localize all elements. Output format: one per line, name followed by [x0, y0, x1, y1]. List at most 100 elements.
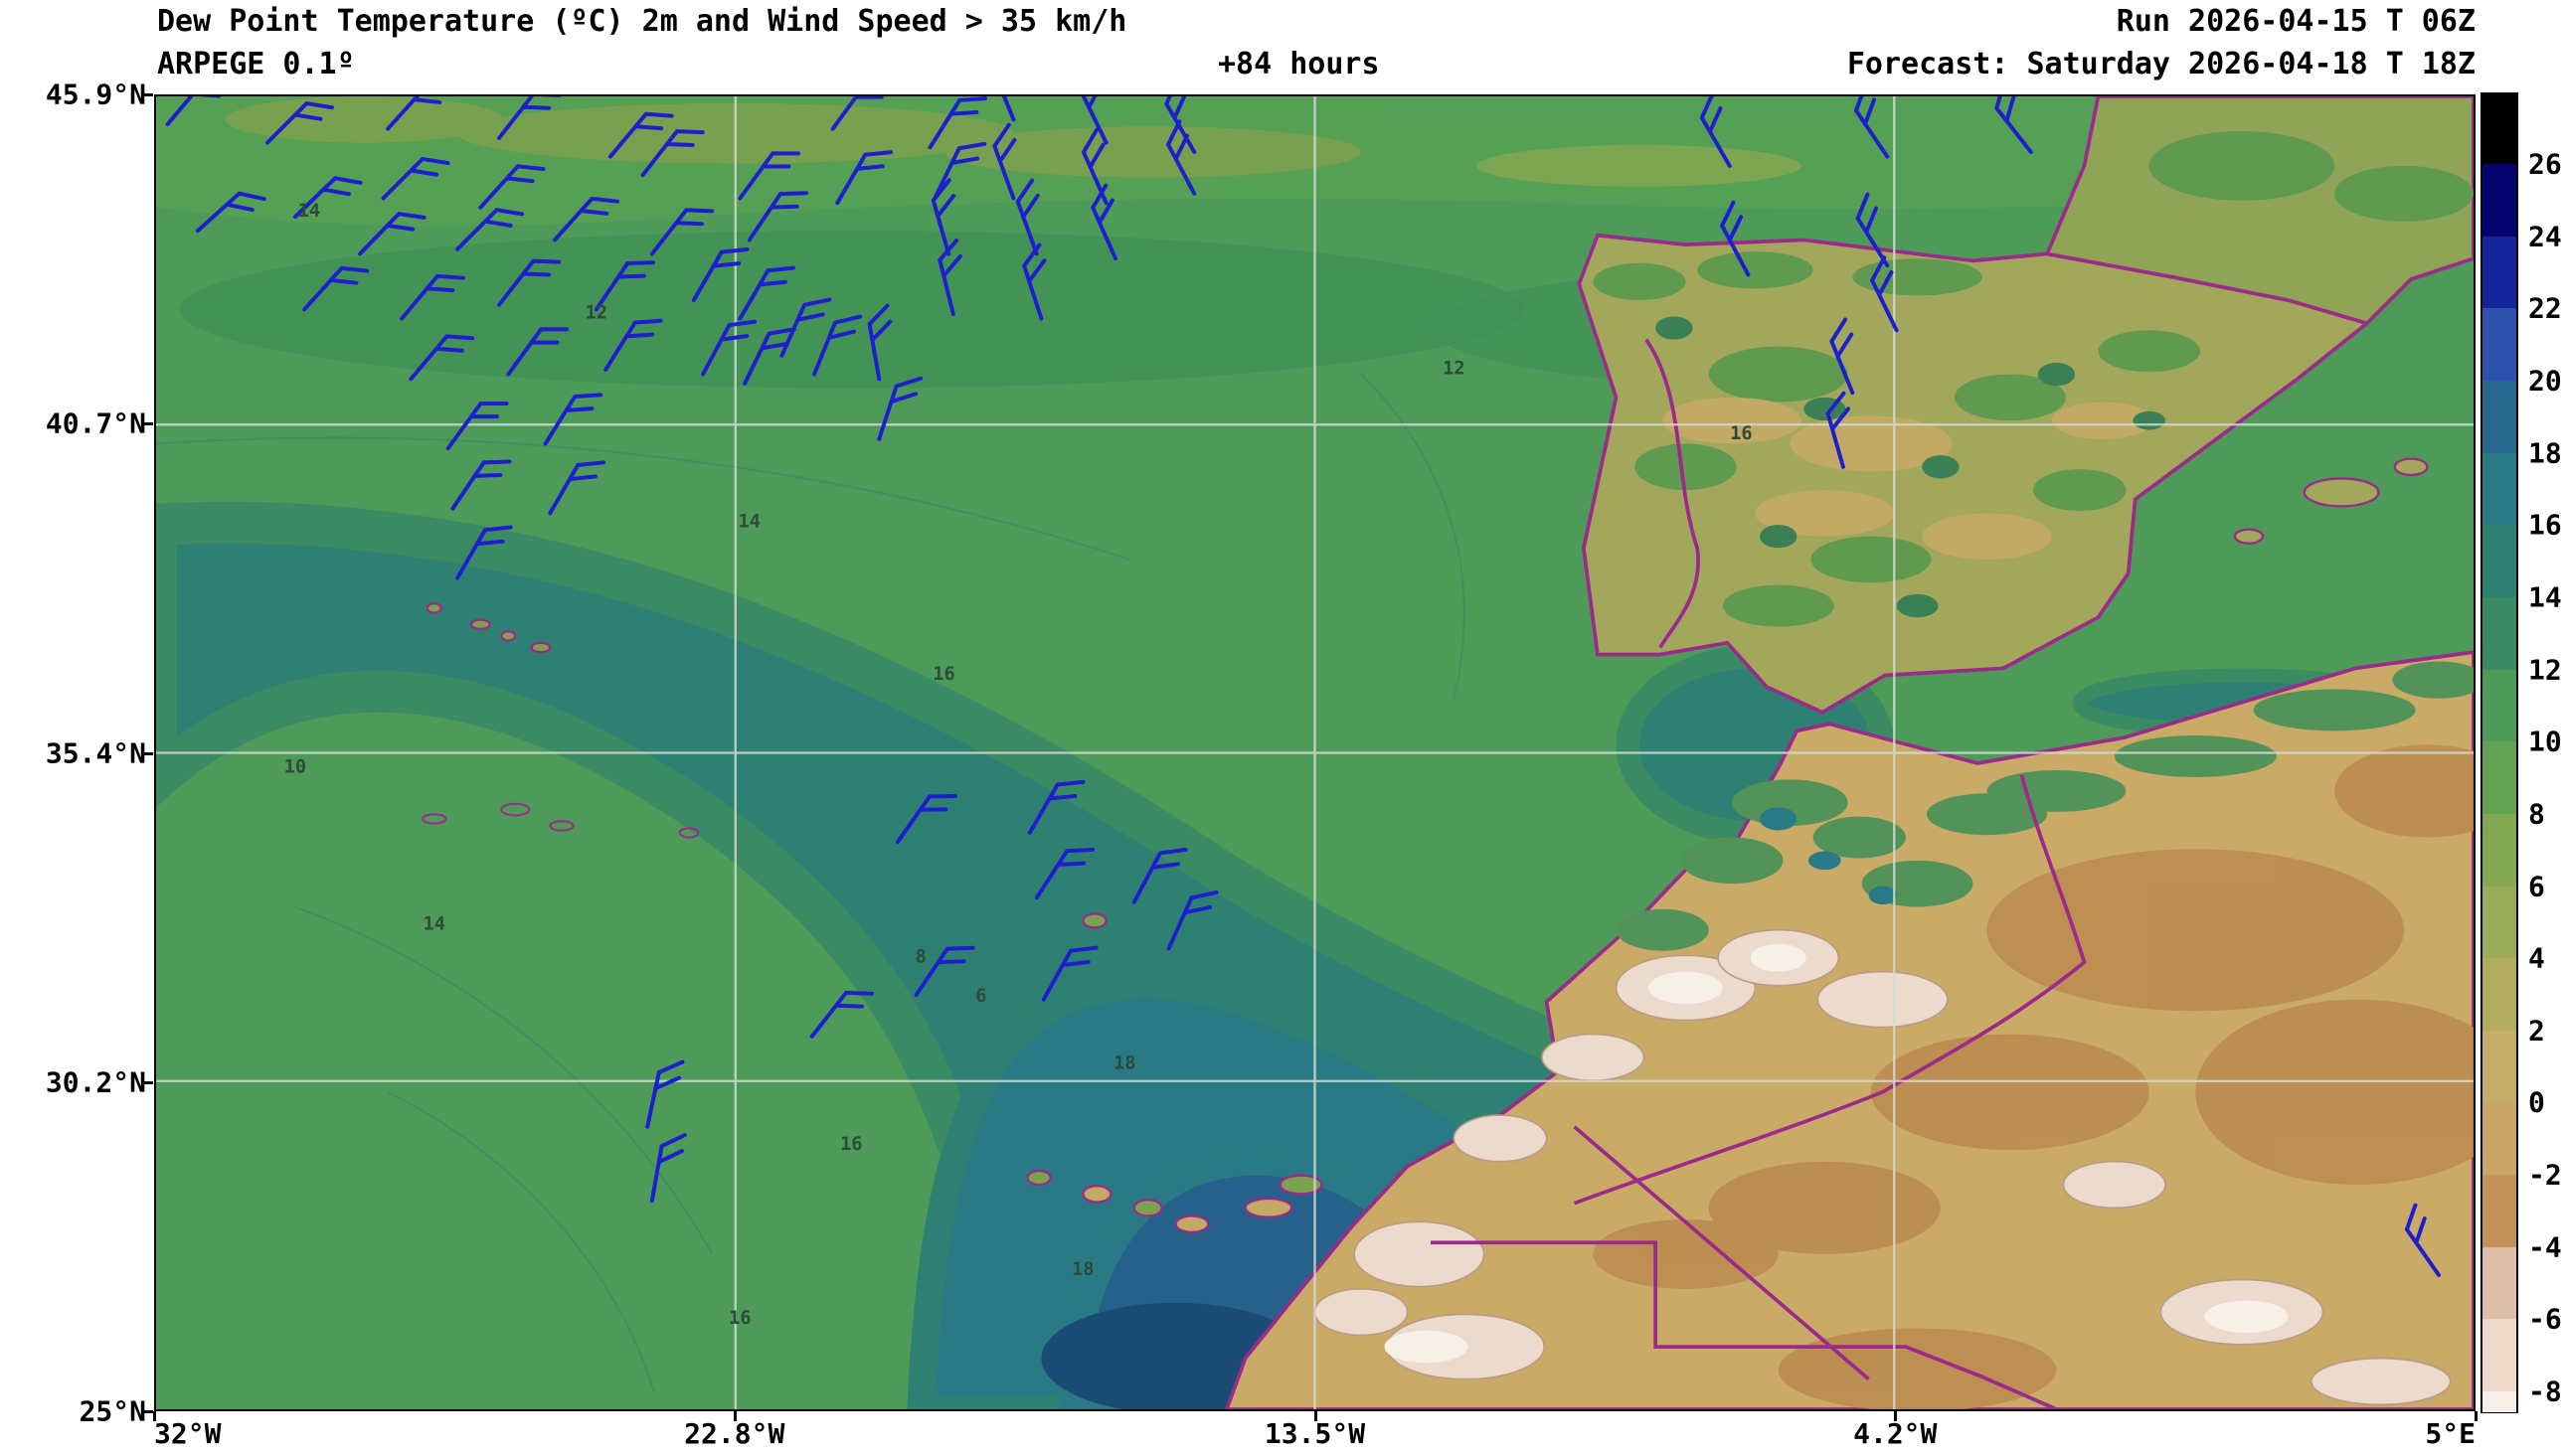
azores-islands [426, 602, 552, 654]
colorbar-segment [2482, 1246, 2516, 1320]
contour-labels-layer: 14 12 14 16 16 10 14 8 6 18 16 18 16 12 [284, 201, 1753, 1329]
wind-barb [933, 141, 987, 201]
colorbar-frame [2481, 92, 2518, 1413]
sahara-brown-patches [1593, 744, 2474, 1409]
contour-label: 18 [1072, 1259, 1094, 1280]
colorbar-label: 22 [2528, 291, 2562, 325]
wind-barb [1027, 779, 1086, 835]
colorbar-label: -2 [2528, 1158, 2562, 1192]
colorbar-segment [2482, 164, 2516, 238]
wind-barb [455, 208, 525, 251]
y-tick-mark [143, 93, 153, 96]
y-tick-mark [143, 1080, 153, 1084]
atlas-teal-dots [1760, 807, 1897, 905]
y-tick-mark [143, 751, 153, 755]
africa-landmass [1224, 650, 2474, 1409]
colorbar-segment [2482, 1319, 2516, 1392]
wind-barb [445, 401, 509, 451]
wind-barb [1829, 317, 1855, 396]
wind-barb [640, 129, 705, 178]
wind-barb [1131, 847, 1188, 904]
contour-label: 12 [1443, 359, 1464, 380]
wind-barb [990, 96, 1016, 122]
y-tick-label: 45.9°N [45, 78, 146, 111]
y-tick-mark [143, 422, 153, 426]
wind-barb [835, 150, 894, 206]
colorbar-label: -8 [2528, 1375, 2562, 1408]
colorbar-segment [2482, 958, 2516, 1032]
wind-barb [497, 258, 562, 307]
colorbar-label: 2 [2528, 1014, 2545, 1048]
wind-barb [450, 459, 512, 511]
wind-barb [809, 990, 874, 1039]
wind-barb [400, 273, 465, 321]
wind-barb [914, 945, 975, 997]
x-tick-label: 32°W [154, 1417, 222, 1450]
y-tick-label: 25°N [79, 1394, 146, 1428]
colorbar-label: -6 [2528, 1302, 2562, 1336]
x-tick-label: 13.5°W [1264, 1417, 1366, 1450]
wind-barb [381, 156, 450, 201]
wind-barb [543, 393, 603, 446]
wind-barb [1034, 847, 1096, 900]
wind-barb [2404, 1203, 2442, 1277]
contour-label: 16 [729, 1308, 751, 1329]
colorbar-segment [2482, 308, 2516, 382]
wind-barb [1720, 200, 1751, 277]
wind-barb [743, 327, 797, 386]
contour-label: 16 [840, 1134, 862, 1155]
wind-barb [645, 1059, 685, 1129]
colorbar-segment [2482, 452, 2516, 526]
colorbar-segment [2482, 525, 2516, 598]
wind-barb [1699, 96, 1732, 168]
wind-barb [478, 164, 546, 210]
x-tick-mark [733, 1411, 737, 1421]
colorbar-label: 26 [2528, 147, 2562, 181]
wind-barb [938, 239, 962, 316]
colorbar-segment [2482, 94, 2516, 165]
grid-lines [156, 96, 2474, 1409]
x-tick-label: 22.8°W [684, 1417, 785, 1450]
wind-barb [607, 111, 674, 159]
wind-barb [548, 460, 605, 516]
wind-barb [1080, 96, 1109, 145]
wind-barb [506, 327, 570, 377]
contour-label: 10 [284, 756, 306, 777]
contour-label: 16 [1730, 423, 1752, 444]
colorbar-label: 4 [2528, 941, 2545, 975]
x-tick-label: 4.2°W [1853, 1417, 1938, 1450]
wind-barb [747, 191, 808, 243]
map-plot-area: 14 12 14 16 16 10 14 8 6 18 16 18 16 12 [154, 94, 2476, 1411]
wind-barb [867, 303, 893, 382]
france-green-patches [2148, 130, 2474, 222]
wind-barb [264, 101, 334, 145]
desert-white-cores [1384, 943, 2289, 1364]
wind-barb [738, 265, 796, 321]
x-tick-mark [2475, 1411, 2478, 1421]
colorbar-segment [2482, 380, 2516, 454]
x-tick-mark [1894, 1411, 1898, 1421]
lead-time-label: +84 hours [1218, 47, 1380, 81]
colorbar-segment [2482, 1175, 2516, 1248]
wind-barb [497, 96, 562, 140]
model-label: ARPEGE 0.1º [157, 47, 355, 81]
contour-label: 14 [423, 914, 444, 935]
wind-barb [165, 96, 232, 126]
forecast-label: Forecast: Saturday 2026-04-18 T 18Z [1846, 47, 2476, 81]
wind-barb [292, 176, 363, 220]
run-label: Run 2026-04-15 T 06Z [2116, 4, 2476, 39]
wind-barb [1091, 183, 1118, 261]
x-tick-label: 5°E [2425, 1417, 2476, 1450]
wind-barbs-layer [165, 96, 2442, 1277]
contour-label: 6 [975, 986, 986, 1007]
colorbar-label: 24 [2528, 220, 2562, 253]
wind-barb [1015, 178, 1040, 256]
wind-barb [691, 246, 750, 303]
wind-barb [1166, 890, 1219, 951]
colorbar-label: 20 [2528, 364, 2562, 398]
wind-barb [701, 319, 757, 377]
wind-barb [594, 260, 656, 312]
wind-barb [195, 191, 266, 234]
wind-barb [649, 208, 715, 256]
